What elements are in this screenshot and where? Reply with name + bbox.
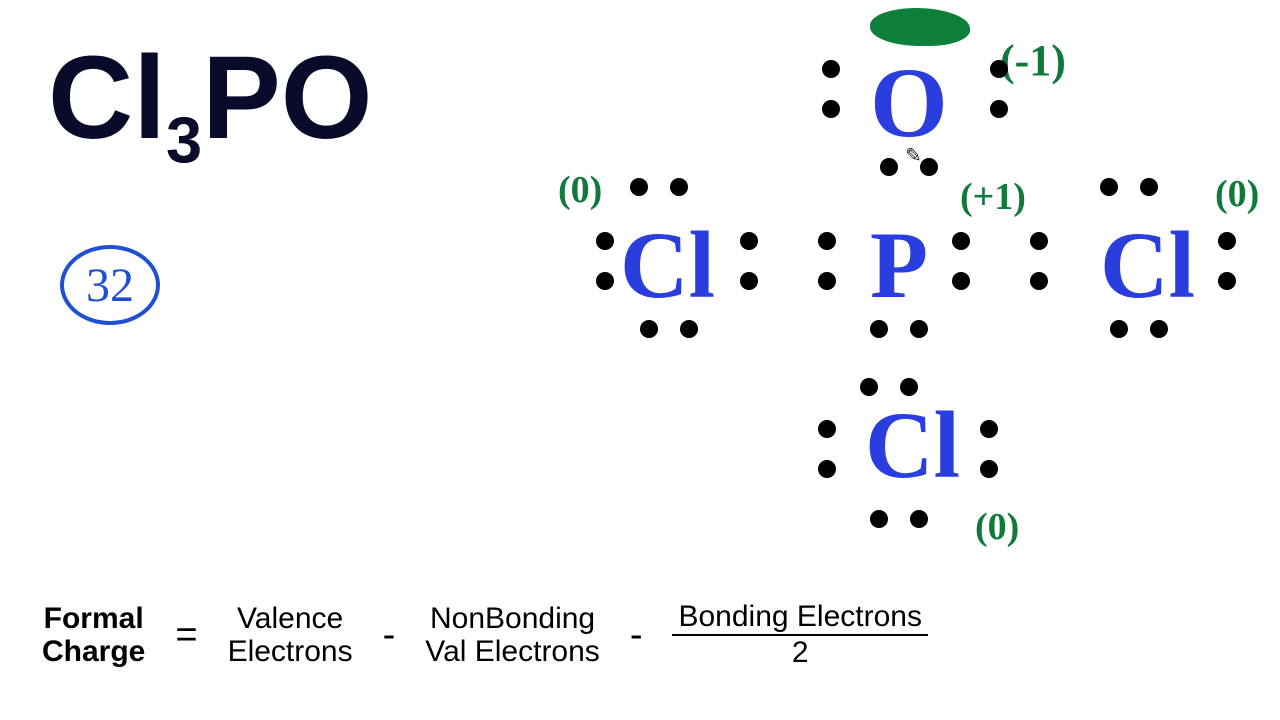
electron-dot bbox=[740, 232, 758, 250]
minus-sign-2: - bbox=[600, 614, 673, 657]
charge-chlorine-left: (0) bbox=[558, 168, 602, 212]
molecule-formula-title: Cl3PO bbox=[48, 30, 373, 178]
formula-lhs: Formal Charge bbox=[42, 602, 145, 668]
atom-chlorine-left: Cl bbox=[620, 210, 715, 320]
electron-dot bbox=[630, 178, 648, 196]
electron-dot bbox=[1030, 272, 1048, 290]
electron-dot bbox=[680, 320, 698, 338]
electron-dot bbox=[1110, 320, 1128, 338]
electron-dot bbox=[910, 510, 928, 528]
electron-dot bbox=[822, 60, 840, 78]
equals-sign: = bbox=[145, 614, 227, 657]
formula-term-valence: Valence Electrons bbox=[228, 602, 353, 668]
electron-dot bbox=[870, 510, 888, 528]
charge-phosphorus: (+1) bbox=[960, 175, 1026, 219]
electron-dot bbox=[1218, 232, 1236, 250]
charge-chlorine-bottom: (0) bbox=[975, 505, 1019, 549]
charge-oxygen: (-1) bbox=[1000, 35, 1066, 86]
electron-dot bbox=[860, 378, 878, 396]
electron-dot bbox=[596, 232, 614, 250]
total-electrons-circled: 32 bbox=[60, 245, 160, 325]
electron-dot bbox=[920, 158, 938, 176]
atom-phosphorus: P bbox=[870, 210, 928, 320]
formal-charge-formula: Formal Charge = Valence Electrons - NonB… bbox=[42, 600, 928, 670]
electron-dot bbox=[1150, 320, 1168, 338]
formula-term-nonbonding: NonBonding Val Electrons bbox=[425, 602, 600, 668]
electron-dot bbox=[1100, 178, 1118, 196]
electron-dot bbox=[910, 320, 928, 338]
charge-chlorine-right: (0) bbox=[1215, 172, 1259, 216]
electron-dot bbox=[1030, 232, 1048, 250]
electron-dot bbox=[822, 100, 840, 118]
electron-dot bbox=[952, 232, 970, 250]
atom-chlorine-right: Cl bbox=[1100, 210, 1195, 320]
electron-dot bbox=[596, 272, 614, 290]
electron-dot bbox=[990, 100, 1008, 118]
electron-dot bbox=[980, 460, 998, 478]
electron-dot bbox=[640, 320, 658, 338]
electron-dot bbox=[900, 378, 918, 396]
electron-dot bbox=[740, 272, 758, 290]
electron-dot bbox=[818, 232, 836, 250]
electron-dot bbox=[818, 420, 836, 438]
highlight-blob bbox=[870, 8, 970, 46]
total-electrons-value: 32 bbox=[86, 258, 134, 313]
electron-dot bbox=[880, 158, 898, 176]
electron-dot bbox=[870, 320, 888, 338]
formula-term-bonding-fraction: Bonding Electrons 2 bbox=[672, 600, 928, 670]
electron-dot bbox=[818, 460, 836, 478]
electron-dot bbox=[670, 178, 688, 196]
atom-chlorine-bottom: Cl bbox=[865, 390, 960, 500]
electron-dot bbox=[990, 60, 1008, 78]
minus-sign-1: - bbox=[353, 614, 426, 657]
electron-dot bbox=[818, 272, 836, 290]
electron-dot bbox=[1218, 272, 1236, 290]
electron-dot bbox=[980, 420, 998, 438]
electron-dot bbox=[1140, 178, 1158, 196]
electron-dot bbox=[952, 272, 970, 290]
